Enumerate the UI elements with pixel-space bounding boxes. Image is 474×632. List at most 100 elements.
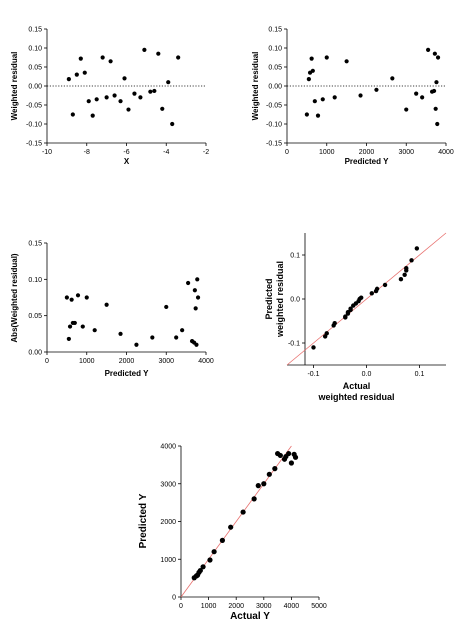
panel-residual-vs-x-x-axis: -10 -8 -6 -4 -2 — [42, 142, 209, 156]
panel-abs-residual-y-axis: 0.00 0.05 0.10 0.15 — [28, 241, 48, 357]
panel-qq-residual-data-point — [324, 331, 329, 336]
panel-residual-vs-x-y-tick-label: -0.15 — [26, 141, 42, 148]
panel-abs-residual-data-point — [104, 302, 109, 307]
panel-abs-residual-data-point — [80, 324, 85, 329]
panel-residual-vs-predicted-data-point — [332, 95, 337, 100]
panel-qq-residual-x-tick-label: 0.0 — [362, 371, 372, 378]
panel-predicted-vs-actual-data-point — [272, 466, 278, 472]
panel-predicted-vs-actual-x-tick-label: 1000 — [201, 603, 217, 610]
panel-predicted-vs-actual-data-point — [266, 471, 272, 477]
panel-qq-residual-y-tick-label: 0.0 — [290, 297, 300, 304]
panel-abs-residual-data-point — [193, 306, 198, 311]
panel-residual-vs-predicted-data-point — [312, 99, 317, 104]
panel-predicted-vs-actual-y-axis: 0 1000 2000 3000 4000 — [160, 444, 182, 602]
panel-predicted-vs-actual-data-point — [286, 450, 292, 457]
panel-predicted-vs-actual-data-point — [228, 524, 234, 530]
panel-abs-residual-data-point — [66, 336, 71, 342]
panel-residual-vs-x-data-point — [156, 51, 161, 56]
panel-residual-vs-predicted-x-axis: 0 1000 2000 3000 4000 — [285, 142, 454, 156]
panel-abs-residual-data-point — [150, 335, 155, 340]
panel-predicted-vs-actual-data-point — [255, 483, 261, 489]
panel-predicted-vs-actual-y-tick-label: 1000 — [160, 557, 176, 564]
panel-residual-vs-predicted-y-tick-label: 0.05 — [268, 65, 282, 72]
panel-residual-vs-x-x-title: X — [124, 157, 130, 166]
panel-residual-vs-predicted-data-point — [404, 107, 409, 112]
panel-residual-vs-x-y-tick-label: -0.05 — [26, 103, 42, 110]
panel-qq-residual-data-point — [414, 246, 420, 251]
panel-abs-residual-x-tick-label: 0 — [45, 358, 49, 365]
panel-residual-vs-x-data-point — [122, 76, 127, 81]
panel-residual-vs-x-data-point — [78, 56, 83, 61]
panel-abs-residual-data-point — [75, 293, 81, 298]
panel-residual-vs-predicted-data-point — [414, 91, 419, 96]
panel-abs-residual-data-point — [118, 331, 123, 336]
panel-residual-vs-predicted-data-point — [344, 59, 349, 64]
panel-predicted-vs-actual-x-tick-label: 2000 — [228, 603, 244, 610]
panel-residual-vs-predicted-y-tick-label: 0.00 — [268, 84, 282, 91]
panel-predicted-vs-actual-y-title: Predicted Y — [138, 493, 149, 548]
panel-residual-vs-predicted-y-axis: -0.15 -0.10 -0.05 0.00 0.05 0.10 0.15 — [266, 27, 288, 148]
panel-predicted-vs-actual-data-point — [277, 452, 283, 459]
panel-residual-vs-x-data-point — [138, 95, 143, 100]
panel-residual-vs-predicted-y-tick-label: -0.05 — [266, 103, 282, 110]
panel-residual-vs-x-data-point — [100, 55, 105, 60]
panel-residual-vs-predicted-data-point — [324, 55, 329, 60]
panel-residual-vs-x-x-tick-label: -4 — [163, 149, 169, 156]
panel-qq-residual-data-point — [404, 266, 409, 271]
panel-residual-vs-x-data-point — [70, 112, 75, 117]
panel-residual-vs-x-data-point — [132, 91, 137, 96]
panel-abs-residual-data-point — [69, 297, 74, 302]
panel-residual-vs-predicted-data-point — [309, 56, 314, 61]
panel-qq-residual-identity-line — [286, 232, 447, 366]
panel-residual-vs-x-data-point — [166, 80, 171, 85]
panel-residual-vs-predicted-data-point — [306, 77, 311, 82]
panel-predicted-vs-actual: 0 1000 2000 3000 4000 5000 01000200030004000 … — [138, 444, 327, 623]
panel-residual-vs-predicted-data-point — [432, 51, 437, 56]
panel-residual-vs-x-data-point — [176, 55, 181, 60]
panel-abs-residual-y-title: Abs(Weighted residual) — [10, 253, 19, 343]
panel-abs-residual-data-point — [195, 277, 200, 282]
panel-residual-vs-x-y-tick-label: 0.15 — [28, 27, 42, 34]
panel-residual-vs-x-data-point — [108, 59, 113, 64]
panel-predicted-vs-actual-data-point — [197, 567, 203, 574]
panel-abs-residual-data-point — [174, 335, 179, 340]
panel-residual-vs-predicted-data-point — [431, 88, 437, 94]
panel-abs-residual: 0 1000 2000 3000 4000 0.00 0.05 0.10 0.15 Predi… — [10, 241, 214, 379]
panel-qq-residual-y-axis: -0.1 0.0 0.1 — [288, 233, 306, 365]
panel-abs-residual-data-point — [64, 295, 69, 300]
panel-residual-vs-x-data-point — [126, 107, 131, 112]
panel-residual-vs-predicted-y-tick-label: 0.15 — [268, 27, 282, 34]
panel-residual-vs-x-y-tick-label: 0.05 — [28, 65, 42, 72]
panel-predicted-vs-actual-data-point — [261, 481, 267, 487]
panel-qq-residual-data-point — [382, 282, 388, 288]
panel-abs-residual-y-tick-label: 0.05 — [28, 313, 42, 320]
panel-residual-vs-x-x-tick-label: -10 — [42, 149, 52, 156]
panel-abs-residual-x-tick-label: 2000 — [119, 358, 135, 365]
panel-qq-residual-x-tick-label: 0.1 — [415, 371, 425, 378]
panel-abs-residual-y-tick-label: 0.15 — [28, 241, 42, 248]
panel-residual-vs-x-data-point — [66, 77, 71, 82]
panel-qq-residual-data-point — [409, 258, 414, 263]
panel-predicted-vs-actual-data-point — [240, 509, 246, 515]
panel-residual-vs-x-y-title: Weighted residual — [10, 52, 19, 121]
panel-residual-vs-predicted-y-tick-label: -0.10 — [266, 122, 282, 129]
panel-residual-vs-predicted-data-point — [320, 97, 325, 102]
panel-abs-residual-y-tick-label: 0.10 — [28, 277, 42, 284]
panel-abs-residual-data-point — [92, 328, 97, 333]
panel-predicted-vs-actual-data-point — [251, 496, 257, 502]
panel-predicted-vs-actual-data-point — [288, 460, 294, 466]
panel-abs-residual-data-point — [180, 328, 185, 333]
panel-predicted-vs-actual-x-tick-label: 0 — [179, 603, 183, 610]
panel-residual-vs-x-data-point — [104, 95, 109, 100]
panel-residual-vs-predicted-x-tick-label: 0 — [285, 149, 289, 156]
panel-abs-residual-x-axis: 0 1000 2000 3000 4000 — [45, 351, 214, 365]
panel-residual-vs-x-data-point — [112, 93, 117, 98]
panel-abs-residual-data-point — [72, 320, 77, 326]
panel-residual-vs-predicted-x-tick-label: 1000 — [319, 149, 335, 156]
panel-qq-residual-data-point — [369, 291, 374, 296]
panel-residual-vs-x-x-tick-label: -6 — [123, 149, 129, 156]
panel-residual-vs-predicted-y-tick-label: 0.10 — [268, 46, 282, 53]
